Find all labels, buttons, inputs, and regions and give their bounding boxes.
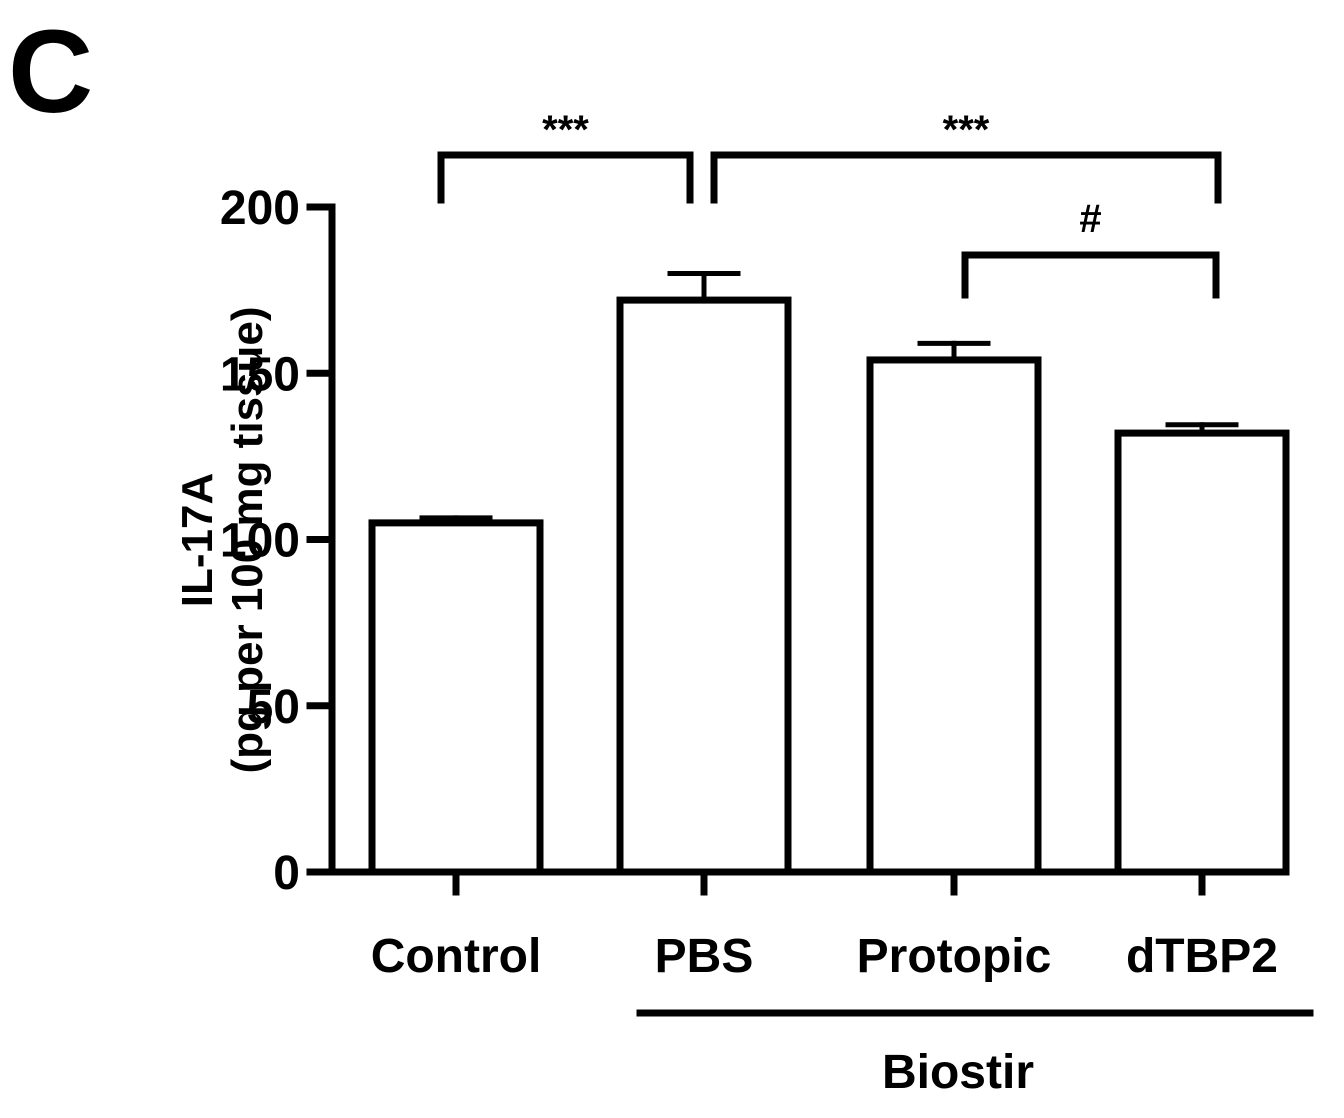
y-axis-title-line2: (pg per 100 mg tissue) xyxy=(223,306,272,773)
y-tick-label-200: 200 xyxy=(220,182,300,235)
bar-control xyxy=(368,519,544,876)
x-tick-labels: Control PBS Protopic dTBP2 xyxy=(371,930,1278,983)
y-tick-label-0: 0 xyxy=(273,847,300,900)
error-bars xyxy=(419,271,1239,526)
sig-bracket-1-label: *** xyxy=(542,108,589,152)
group-label: Biostir xyxy=(882,1046,1034,1099)
y-tick-label-50: 50 xyxy=(247,681,300,734)
y-tick-label-150: 150 xyxy=(220,348,300,401)
group-annotation: Biostir xyxy=(636,1009,1314,1099)
bar-dtbp2 xyxy=(1114,429,1290,876)
significance-brackets: *** *** # xyxy=(437,108,1222,299)
sig-bracket-3-label: # xyxy=(1079,197,1101,241)
x-tick-label-dtbp2: dTBP2 xyxy=(1126,930,1278,983)
bars xyxy=(368,296,1290,876)
x-tick-label-control: Control xyxy=(371,930,542,983)
bar-pbs xyxy=(616,296,792,876)
sig-bracket-2-label: *** xyxy=(943,108,990,152)
panel-label: C xyxy=(8,6,93,138)
y-axis: 0 50 100 150 200 xyxy=(220,182,336,900)
x-tick-label-pbs: PBS xyxy=(655,930,754,983)
x-tick-label-protopic: Protopic xyxy=(857,930,1052,983)
y-tick-label-100: 100 xyxy=(220,515,300,568)
y-axis-title-line1: IL-17A xyxy=(173,473,222,607)
bar-protopic xyxy=(866,356,1042,876)
y-axis-title: IL-17A (pg per 100 mg tissue) xyxy=(173,306,272,773)
